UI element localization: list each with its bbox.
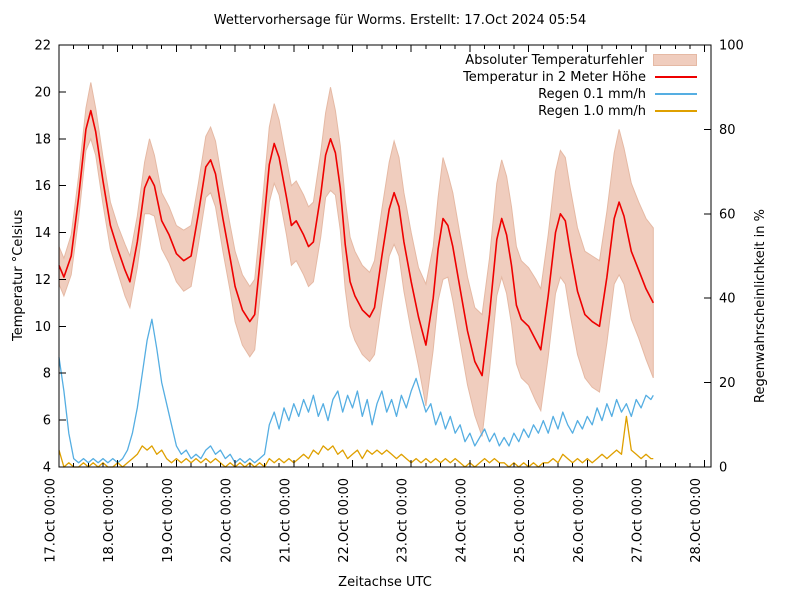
svg-text:26.Oct 00:00: 26.Oct 00:00 bbox=[572, 478, 587, 563]
svg-text:10: 10 bbox=[34, 320, 51, 335]
svg-text:20: 20 bbox=[34, 85, 51, 100]
legend-item-temperature: Temperatur in 2 Meter Höhe bbox=[463, 69, 697, 85]
legend-item-temperature-error: Absoluter Temperaturfehler bbox=[463, 52, 697, 68]
svg-text:18.Oct 00:00: 18.Oct 00:00 bbox=[102, 478, 117, 563]
svg-text:8: 8 bbox=[43, 367, 51, 382]
svg-text:22: 22 bbox=[34, 39, 51, 54]
svg-text:25.Oct 00:00: 25.Oct 00:00 bbox=[513, 478, 528, 563]
svg-text:24.Oct 00:00: 24.Oct 00:00 bbox=[454, 478, 469, 563]
svg-text:22.Oct 00:00: 22.Oct 00:00 bbox=[337, 478, 352, 563]
legend-swatch-rain-10-line bbox=[655, 110, 697, 112]
legend-label-rain-01: Regen 0.1 mm/h bbox=[538, 86, 646, 102]
svg-text:23.Oct 00:00: 23.Oct 00:00 bbox=[396, 478, 411, 563]
legend-swatch-band bbox=[653, 54, 697, 66]
svg-text:4: 4 bbox=[43, 461, 51, 476]
svg-text:17.Oct 00:00: 17.Oct 00:00 bbox=[44, 478, 59, 563]
chart-title: Wettervorhersage für Worms. Erstellt: 17… bbox=[213, 13, 587, 28]
legend-item-rain-10: Regen 1.0 mm/h bbox=[463, 103, 697, 119]
svg-text:28.Oct 00:00: 28.Oct 00:00 bbox=[689, 478, 704, 563]
svg-text:16: 16 bbox=[34, 179, 51, 194]
svg-text:0: 0 bbox=[719, 461, 727, 476]
legend-label-rain-10: Regen 1.0 mm/h bbox=[538, 103, 646, 119]
svg-text:27.Oct 00:00: 27.Oct 00:00 bbox=[631, 478, 646, 563]
svg-text:6: 6 bbox=[43, 414, 51, 429]
legend-swatch-rain-01-line bbox=[655, 93, 697, 95]
svg-text:21.Oct 00:00: 21.Oct 00:00 bbox=[278, 478, 293, 563]
svg-text:19.Oct 00:00: 19.Oct 00:00 bbox=[161, 478, 176, 563]
svg-text:20: 20 bbox=[719, 376, 736, 391]
svg-text:14: 14 bbox=[34, 226, 51, 241]
svg-text:100: 100 bbox=[719, 39, 744, 54]
svg-text:12: 12 bbox=[34, 273, 51, 288]
svg-text:20.Oct 00:00: 20.Oct 00:00 bbox=[220, 478, 235, 563]
y-axis-label-rain-probability: Regenwahrscheinlichkeit in % bbox=[753, 209, 768, 403]
x-axis-label-time: Zeitachse UTC bbox=[338, 575, 432, 590]
legend-item-rain-01: Regen 0.1 mm/h bbox=[463, 86, 697, 102]
svg-text:18: 18 bbox=[34, 132, 51, 147]
legend: Absoluter Temperaturfehler Temperatur in… bbox=[463, 52, 697, 119]
legend-label-temperature: Temperatur in 2 Meter Höhe bbox=[463, 69, 646, 85]
legend-swatch-temperature-line bbox=[655, 76, 697, 78]
svg-text:40: 40 bbox=[719, 292, 736, 307]
svg-text:60: 60 bbox=[719, 207, 736, 222]
y-axis-label-temperature: Temperatur °Celsius bbox=[11, 209, 26, 341]
legend-label-temperature-error: Absoluter Temperaturfehler bbox=[465, 52, 644, 68]
svg-text:80: 80 bbox=[719, 123, 736, 138]
